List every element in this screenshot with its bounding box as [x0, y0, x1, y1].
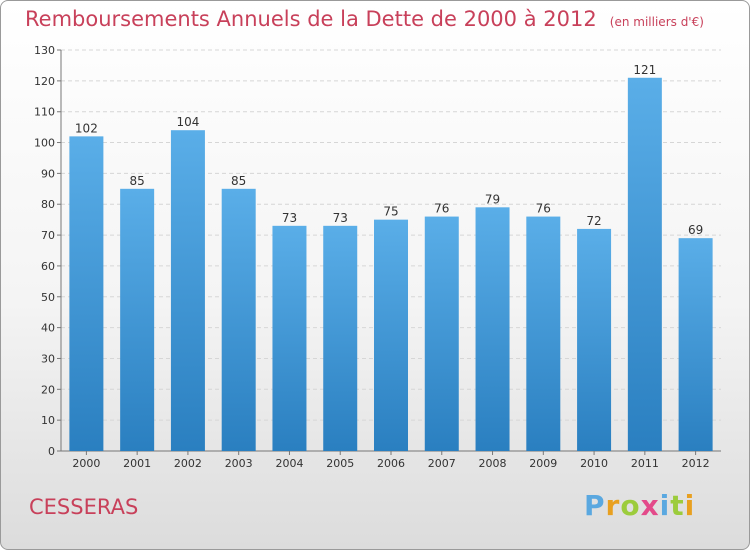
y-tick-label: 100: [34, 137, 55, 150]
city-name: CESSERAS: [29, 495, 139, 519]
x-tick-label: 2011: [631, 457, 659, 470]
chart-title: Remboursements Annuels de la Dette de 20…: [25, 7, 597, 31]
y-tick-label: 20: [41, 383, 55, 396]
y-tick-label: 110: [34, 106, 55, 119]
x-tick-label: 2008: [479, 457, 507, 470]
bar: [577, 228, 612, 451]
proxiti-logo[interactable]: Proxiti: [584, 489, 695, 522]
bar-value-label: 75: [383, 205, 398, 219]
x-tick-label: 2007: [428, 457, 456, 470]
bar-value-label: 85: [231, 174, 246, 188]
y-tick-label: 0: [48, 445, 55, 458]
logo-letter: i: [684, 489, 696, 522]
bar-value-label: 76: [434, 202, 449, 216]
y-tick-label: 60: [41, 260, 55, 273]
x-tick-label: 2001: [123, 457, 151, 470]
bar: [374, 219, 408, 451]
y-tick-label: 90: [41, 167, 55, 180]
x-tick-label: 2000: [72, 457, 100, 470]
bar: [526, 216, 561, 451]
y-tick-label: 70: [41, 229, 55, 242]
x-tick-label: 2003: [225, 457, 253, 470]
bar: [221, 188, 256, 452]
bar: [69, 136, 104, 451]
y-tick-label: 80: [41, 198, 55, 211]
x-tick-label: 2009: [529, 457, 557, 470]
bar-value-label: 73: [333, 211, 348, 225]
x-tick-label: 2004: [275, 457, 303, 470]
bar: [323, 225, 358, 451]
bar-value-label: 69: [688, 223, 703, 237]
bar: [272, 225, 307, 451]
y-tick-label: 130: [34, 44, 55, 57]
chart-subtitle: (en milliers d'€): [609, 15, 704, 29]
logo-letter: P: [584, 489, 606, 522]
bar: [424, 216, 459, 451]
x-tick-label: 2002: [174, 457, 202, 470]
bar-value-label: 76: [536, 202, 551, 216]
logo-letter: r: [605, 489, 621, 522]
bar: [120, 188, 155, 452]
bar: [170, 130, 205, 451]
x-tick-label: 2006: [377, 457, 405, 470]
bar: [678, 238, 713, 451]
y-tick-label: 120: [34, 75, 55, 88]
logo-letter: i: [659, 489, 671, 522]
x-tick-label: 2010: [580, 457, 608, 470]
y-tick-label: 30: [41, 352, 55, 365]
bar: [475, 207, 510, 451]
logo-letter: x: [640, 489, 660, 522]
x-tick-label: 2005: [326, 457, 354, 470]
x-tick-label: 2012: [682, 457, 710, 470]
bar-value-label: 102: [75, 121, 98, 135]
bar: [627, 77, 662, 451]
bar-value-label: 72: [586, 214, 601, 228]
bars: [69, 77, 713, 452]
logo-letter: o: [620, 489, 641, 522]
title-row: Remboursements Annuels de la Dette de 20…: [25, 7, 704, 31]
y-tick-label: 40: [41, 322, 55, 335]
bar-value-label: 104: [176, 115, 199, 129]
bar-value-label: 121: [633, 63, 656, 77]
logo-letter: t: [670, 489, 685, 522]
bar-value-label: 73: [282, 211, 297, 225]
labels: 102 85 104 85 73 73 75 76 79 76 72 121 69: [75, 63, 703, 237]
bar-value-label: 85: [130, 174, 145, 188]
y-tick-label: 10: [41, 414, 55, 427]
bar-value-label: 79: [485, 192, 500, 206]
y-tick-label: 50: [41, 291, 55, 304]
